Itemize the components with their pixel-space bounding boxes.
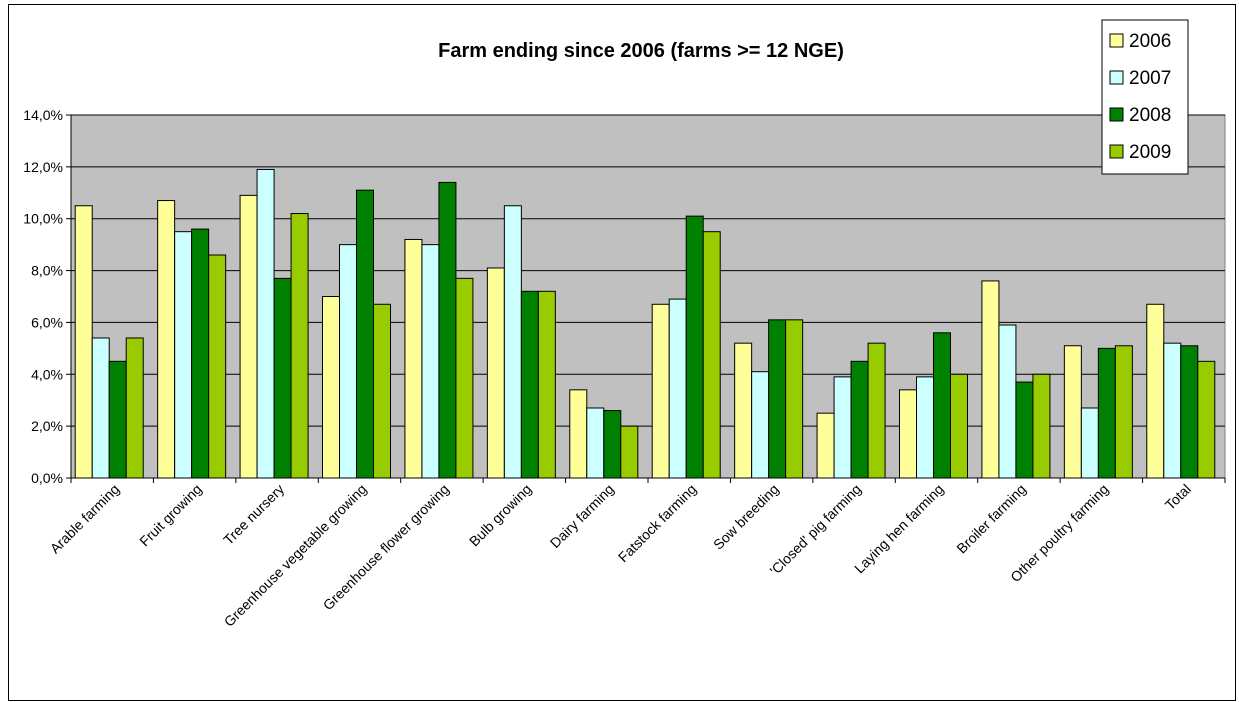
bars	[74, 168, 1216, 479]
bar-2006	[404, 238, 423, 479]
bar-2008	[768, 319, 787, 479]
bar-2006	[569, 389, 588, 479]
bar-2007	[916, 376, 934, 479]
category-label: Fatstock farming	[615, 481, 699, 565]
chart-title: Farm ending since 2006 (farms >= 12 NGE)	[438, 40, 844, 62]
category-label: Tree nursery	[220, 481, 287, 548]
y-tick-label: 6,0%	[31, 314, 63, 330]
legend-swatch	[1109, 107, 1124, 122]
category-label: Greenhouse vegetable growing	[221, 481, 370, 630]
legend-label: 2006	[1129, 31, 1171, 52]
category-label: Bulb growing	[466, 481, 535, 550]
legend-label: 2008	[1129, 105, 1171, 126]
bar-2009	[1114, 345, 1133, 479]
bar-2007	[256, 168, 275, 479]
category-label: Broiler farming	[953, 481, 1029, 557]
bar-2007	[1163, 342, 1182, 479]
bar-2007	[503, 205, 522, 479]
bar-2009	[537, 290, 556, 479]
bar-2009	[208, 254, 227, 479]
bar-2007	[339, 244, 357, 479]
bar-2006	[239, 194, 258, 479]
y-tick-labels: 0,0% 2,0% 4,0% 6,0% 8,0% 10,0% 12,0% 14,0%	[23, 107, 63, 486]
bar-2008	[603, 410, 622, 479]
bar-2009	[950, 373, 968, 479]
bar-2006	[74, 205, 93, 479]
category-label: Sow breeding	[710, 481, 782, 553]
bar-2006	[157, 200, 176, 479]
bar-2007	[586, 407, 605, 479]
legend-swatch	[1109, 144, 1124, 159]
bar-2007	[91, 337, 110, 479]
y-tick-label: 10,0%	[23, 211, 63, 227]
bar-2007	[1080, 407, 1099, 479]
bar-2006	[816, 412, 835, 479]
bar-2007	[421, 244, 440, 479]
category-label: Arable farming	[47, 481, 123, 557]
category-label: Laying hen farming	[851, 481, 947, 577]
bar-2006	[734, 342, 753, 479]
bar-2009	[867, 342, 886, 479]
bar-2006	[981, 280, 1000, 479]
bar-2009	[702, 231, 721, 479]
bar-2008	[1180, 345, 1199, 479]
y-tick-label: 14,0%	[23, 107, 63, 123]
bar-2009	[1197, 360, 1216, 479]
bar-2009	[620, 425, 639, 479]
y-tick-label: 2,0%	[31, 418, 63, 434]
y-tick-label: 0,0%	[31, 470, 63, 486]
bar-2009	[125, 337, 144, 479]
bar-2006	[322, 296, 340, 479]
bar-2008	[1015, 381, 1034, 479]
bar-2008	[520, 290, 539, 479]
legend: 2006 2007 2008 2009	[1101, 19, 1189, 175]
bar-2008	[850, 360, 869, 479]
legend-label: 2007	[1129, 68, 1171, 89]
bar-2008	[356, 189, 374, 479]
bar-2007	[751, 371, 770, 479]
chart-frame: 0,0% 2,0% 4,0% 6,0% 8,0% 10,0% 12,0% 14,0% Arab…	[8, 4, 1236, 701]
axes	[70, 115, 1226, 483]
bar-chart: 0,0% 2,0% 4,0% 6,0% 8,0% 10,0% 12,0% 14,0% Arab…	[23, 19, 1226, 630]
bar-2008	[191, 228, 210, 479]
category-label: Fruit growing	[136, 481, 205, 550]
bar-2006	[1063, 345, 1082, 479]
bar-2009	[373, 303, 391, 479]
bar-2009	[785, 319, 804, 479]
bar-2008	[273, 277, 292, 479]
legend-label: 2009	[1129, 142, 1171, 163]
category-labels: Arable farming Fruit growing Tree nurseryG…	[47, 481, 1194, 630]
bar-2006	[486, 267, 505, 479]
bar-2009	[1032, 373, 1051, 479]
y-tick-label: 4,0%	[31, 366, 63, 382]
bar-2006	[899, 389, 917, 479]
bar-2008	[933, 332, 951, 479]
bar-2006	[1146, 303, 1165, 479]
bar-2009	[455, 277, 474, 479]
category-label: Dairy farming	[547, 481, 617, 551]
bar-2008	[1097, 347, 1116, 479]
bar-2008	[438, 181, 457, 479]
y-tick-label: 8,0%	[31, 263, 63, 279]
bar-2007	[998, 324, 1017, 479]
bar-2007	[668, 298, 687, 479]
bar-2006	[651, 303, 670, 479]
legend-swatch	[1109, 33, 1124, 48]
bar-2009	[290, 213, 309, 479]
legend-swatch	[1109, 70, 1124, 85]
category-label: 'Closed' pig farming	[767, 481, 865, 579]
bar-2007	[833, 376, 852, 479]
category-label: Total	[1162, 481, 1194, 513]
bar-2008	[685, 215, 704, 479]
bar-2008	[108, 360, 127, 479]
bar-2007	[174, 231, 193, 479]
y-tick-label: 12,0%	[23, 159, 63, 175]
